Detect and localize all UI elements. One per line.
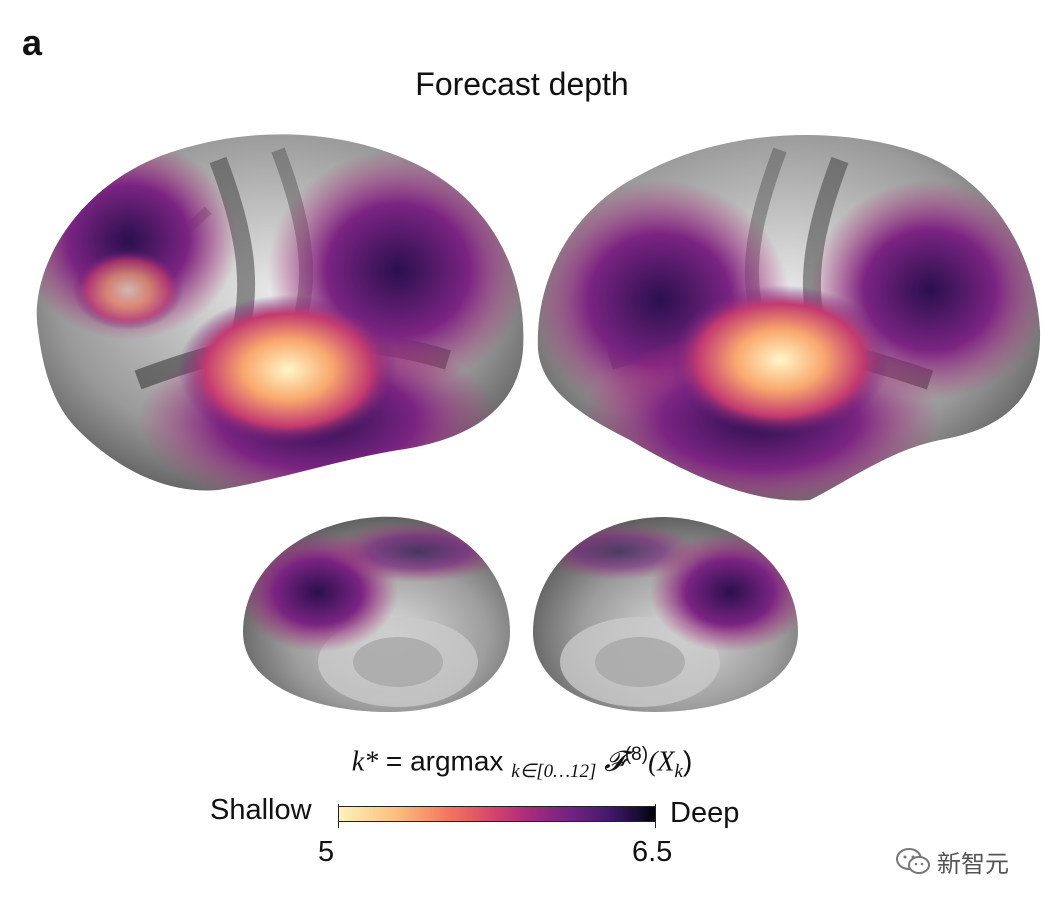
- colorbar-tick-min: [338, 804, 339, 828]
- formula-subscript: k∈[0…12]: [511, 760, 597, 782]
- right-medial-hemisphere: [533, 517, 798, 712]
- wechat-icon: [896, 847, 930, 874]
- left-lateral-hemisphere: [36, 134, 524, 491]
- formula-arg-sub: k: [674, 760, 683, 782]
- colorbar-right-label: Deep: [670, 797, 740, 829]
- left-medial-hemisphere: [243, 516, 510, 712]
- formula-arg-open: (X: [648, 746, 675, 778]
- watermark: 新智元: [895, 844, 1009, 879]
- formula-func: 𝓕: [604, 746, 625, 778]
- right-lateral-hemisphere: [537, 135, 1041, 501]
- colorbar-max-tick-label: 6.5: [632, 836, 673, 868]
- formula-equals: = argmax: [378, 745, 512, 777]
- watermark-text: 新智元: [937, 851, 1009, 878]
- colorbar-tick-max: [655, 804, 656, 828]
- colorbar-min-tick-label: 5: [318, 836, 335, 868]
- figure-title: Forecast depth: [415, 66, 629, 102]
- formula-superscript: (8): [624, 744, 649, 765]
- colorbar-left-label: Shallow: [210, 794, 312, 826]
- formula-arg-close: ): [682, 745, 693, 777]
- forecast-depth-formula: k* = argmax k∈[0…12] 𝓕(8)(Xk): [0, 744, 1044, 783]
- panel-label: a: [22, 22, 43, 63]
- formula-lhs: k*: [351, 746, 379, 778]
- colorbar: [338, 806, 656, 822]
